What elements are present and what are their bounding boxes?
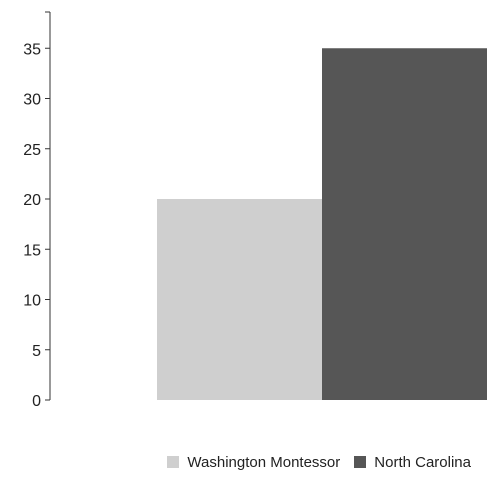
bar-series-1 <box>157 199 322 400</box>
bar-series-2 <box>322 48 487 400</box>
legend-swatch-series-2 <box>354 456 367 468</box>
legend-item-series-1: Washington Montessor <box>167 454 340 471</box>
y-tick-label-10: 10 <box>23 293 41 310</box>
bars <box>157 48 487 400</box>
legend-swatch-series-1 <box>167 456 180 468</box>
y-tick-label-5: 5 <box>32 343 41 360</box>
y-tick-label-0: 0 <box>32 393 41 410</box>
y-tick-label-20: 20 <box>23 192 41 209</box>
y-axis: 0 5 10 15 20 25 30 35 <box>23 11 51 410</box>
legend-label-series-2: North Carolina <box>374 453 471 471</box>
legend-label-series-1: Washington Montessor <box>187 453 341 471</box>
legend: Washington Montessor North Carolina <box>0 452 488 472</box>
y-tick-label-30: 30 <box>23 92 41 109</box>
legend-item-series-2: North Carolina <box>354 454 471 471</box>
y-tick-label-35: 35 <box>23 41 41 58</box>
y-tick-label-25: 25 <box>23 142 41 159</box>
y-tick-label-15: 15 <box>23 242 41 259</box>
